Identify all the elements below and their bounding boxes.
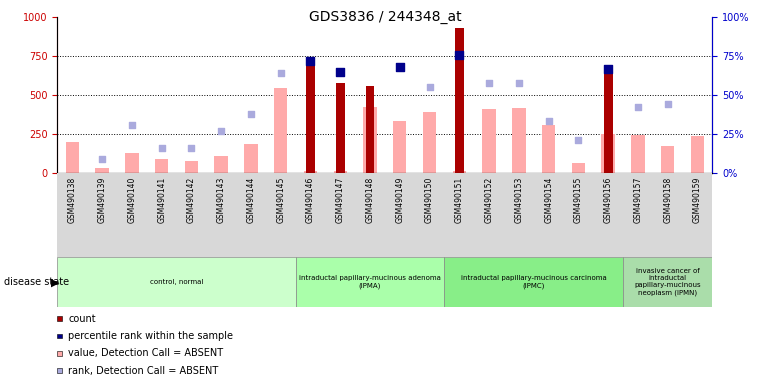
- Text: intraductal papillary-mucinous carcinoma
(IPMC): intraductal papillary-mucinous carcinoma…: [461, 275, 607, 289]
- Point: [185, 145, 198, 151]
- Bar: [623, 257, 712, 307]
- Text: GSM490152: GSM490152: [485, 177, 493, 223]
- Text: GSM490144: GSM490144: [247, 177, 255, 223]
- Bar: [631, 135, 645, 173]
- Bar: [306, 64, 315, 173]
- Point: [542, 118, 555, 124]
- Text: value, Detection Call = ABSENT: value, Detection Call = ABSENT: [68, 348, 224, 358]
- Bar: [365, 86, 375, 173]
- Bar: [333, 171, 347, 173]
- Bar: [244, 144, 257, 173]
- Bar: [393, 121, 407, 173]
- Point: [126, 121, 138, 127]
- Bar: [155, 159, 169, 173]
- Text: count: count: [68, 314, 96, 324]
- Point: [662, 101, 674, 108]
- Text: GSM490154: GSM490154: [544, 177, 553, 223]
- Point: [155, 145, 168, 151]
- Point: [334, 69, 346, 75]
- Bar: [214, 156, 228, 173]
- Text: GSM490153: GSM490153: [515, 177, 523, 223]
- Bar: [483, 109, 496, 173]
- Bar: [661, 146, 674, 173]
- Text: GSM490138: GSM490138: [68, 177, 77, 223]
- Point: [512, 79, 525, 86]
- Text: rank, Detection Call = ABSENT: rank, Detection Call = ABSENT: [68, 366, 218, 376]
- Text: GSM490158: GSM490158: [663, 177, 673, 223]
- Bar: [571, 164, 585, 173]
- Bar: [57, 257, 296, 307]
- Bar: [66, 142, 79, 173]
- Text: GSM490156: GSM490156: [604, 177, 613, 223]
- Bar: [304, 171, 317, 173]
- Text: GSM490145: GSM490145: [277, 177, 285, 223]
- Point: [215, 128, 228, 134]
- Bar: [336, 83, 345, 173]
- Bar: [542, 124, 555, 173]
- Point: [632, 104, 644, 111]
- Text: disease state: disease state: [4, 277, 69, 287]
- Point: [96, 156, 108, 162]
- Point: [483, 79, 496, 86]
- Bar: [444, 257, 623, 307]
- Text: percentile rank within the sample: percentile rank within the sample: [68, 331, 233, 341]
- Bar: [691, 136, 704, 173]
- Bar: [455, 28, 463, 173]
- Text: GSM490151: GSM490151: [455, 177, 464, 223]
- Bar: [96, 168, 109, 173]
- Point: [304, 58, 316, 64]
- Point: [453, 51, 466, 58]
- Bar: [601, 134, 615, 173]
- Text: GSM490147: GSM490147: [336, 177, 345, 223]
- Bar: [296, 257, 444, 307]
- Text: ▶: ▶: [51, 277, 60, 287]
- Text: GSM490143: GSM490143: [217, 177, 226, 223]
- Text: control, normal: control, normal: [150, 279, 203, 285]
- Bar: [185, 161, 198, 173]
- Text: intraductal papillary-mucinous adenoma
(IPMA): intraductal papillary-mucinous adenoma (…: [299, 275, 441, 289]
- Bar: [512, 108, 525, 173]
- Text: invasive cancer of
intraductal
papillary-mucinous
neoplasm (IPMN): invasive cancer of intraductal papillary…: [634, 268, 701, 296]
- Bar: [423, 112, 437, 173]
- Point: [245, 111, 257, 117]
- Point: [424, 84, 436, 90]
- Bar: [363, 108, 377, 173]
- Point: [572, 137, 584, 143]
- Text: GSM490141: GSM490141: [157, 177, 166, 223]
- Text: GSM490146: GSM490146: [306, 177, 315, 223]
- Text: GSM490149: GSM490149: [395, 177, 404, 223]
- Bar: [274, 88, 287, 173]
- Text: GSM490155: GSM490155: [574, 177, 583, 223]
- Text: GSM490142: GSM490142: [187, 177, 196, 223]
- Bar: [125, 152, 139, 173]
- Text: GSM490157: GSM490157: [633, 177, 643, 223]
- Bar: [604, 73, 613, 173]
- Text: GSM490140: GSM490140: [127, 177, 136, 223]
- Text: GSM490139: GSM490139: [97, 177, 106, 223]
- Text: GSM490159: GSM490159: [693, 177, 702, 223]
- Text: GDS3836 / 244348_at: GDS3836 / 244348_at: [309, 10, 461, 23]
- Text: GSM490150: GSM490150: [425, 177, 434, 223]
- Point: [394, 64, 406, 70]
- Bar: [453, 171, 466, 173]
- Point: [274, 70, 286, 76]
- Text: GSM490148: GSM490148: [365, 177, 375, 223]
- Point: [602, 66, 614, 72]
